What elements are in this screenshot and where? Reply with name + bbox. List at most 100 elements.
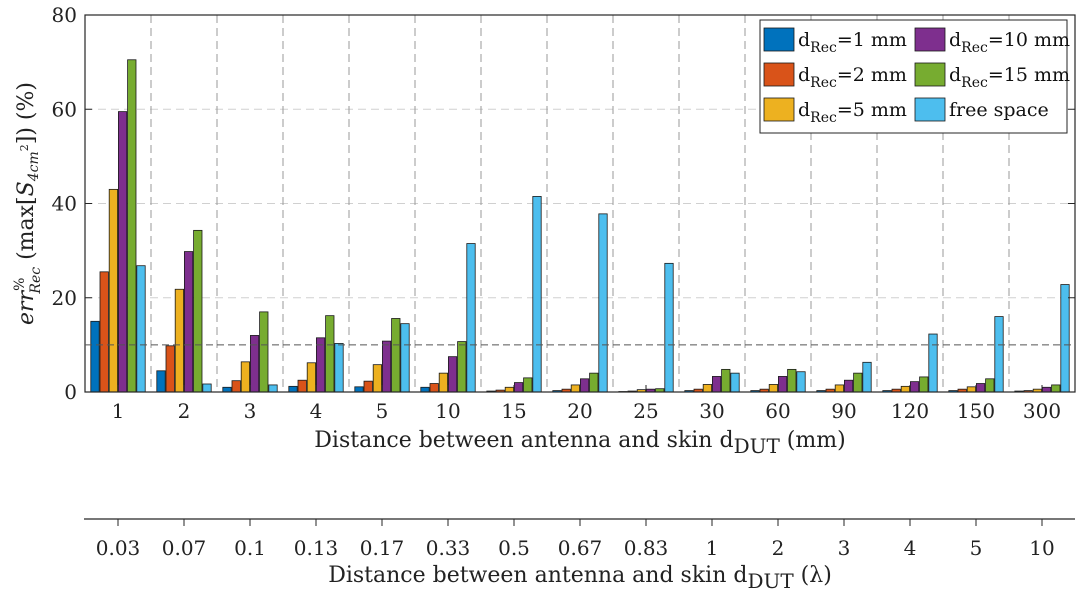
bar bbox=[976, 383, 986, 393]
bar bbox=[174, 288, 184, 393]
y-tick-label: 0 bbox=[64, 380, 77, 404]
x-tick-label: 150 bbox=[957, 399, 995, 423]
bar bbox=[570, 384, 581, 393]
bar bbox=[504, 386, 515, 393]
bar bbox=[165, 345, 175, 393]
bar bbox=[222, 386, 232, 393]
x-axis-label: Distance between antenna and skin dDUT (… bbox=[314, 428, 845, 458]
y-tick-label: 20 bbox=[52, 286, 77, 310]
y-axis-label: err%Rec (max[S4cm2]) (%) bbox=[12, 82, 44, 325]
x2-tick-label: 5 bbox=[970, 536, 983, 560]
y-tick-label: 40 bbox=[52, 192, 77, 216]
bar bbox=[420, 386, 430, 393]
bar bbox=[325, 315, 335, 393]
legend-swatch bbox=[763, 62, 795, 87]
x2-tick-label: 4 bbox=[904, 536, 917, 560]
bar bbox=[768, 384, 779, 393]
x-tick-label: 4 bbox=[310, 399, 323, 423]
bar bbox=[193, 229, 203, 393]
bar bbox=[580, 378, 590, 393]
legend-swatch bbox=[914, 97, 946, 122]
legend-label: dRec=15 mm bbox=[949, 64, 1070, 91]
bar bbox=[796, 371, 806, 393]
y-tick-label: 60 bbox=[52, 97, 77, 121]
bar bbox=[354, 386, 364, 393]
bar bbox=[429, 383, 439, 393]
x2-tick-label: 0.17 bbox=[360, 536, 405, 560]
bar bbox=[1051, 384, 1061, 393]
bar bbox=[598, 213, 608, 393]
x2-tick-label: 0.33 bbox=[426, 536, 471, 560]
bar bbox=[844, 379, 854, 393]
x-tick-label: 25 bbox=[633, 399, 658, 423]
legend-entry: free space bbox=[914, 97, 1049, 122]
bar bbox=[466, 243, 476, 393]
bar bbox=[702, 384, 713, 393]
bar bbox=[315, 337, 326, 393]
x-tick-label: 90 bbox=[831, 399, 856, 423]
bar bbox=[127, 59, 137, 393]
legend-swatch bbox=[763, 27, 795, 52]
bar bbox=[136, 265, 146, 393]
bar bbox=[532, 196, 542, 393]
bar bbox=[919, 376, 929, 393]
legend: dRec=1 mm dRec=2 mm dRec=5 mm dRec=10 mm dRe… bbox=[759, 19, 1070, 134]
bar bbox=[297, 379, 307, 393]
bar bbox=[391, 318, 401, 393]
bar bbox=[1042, 386, 1052, 393]
bar bbox=[334, 343, 344, 393]
legend-label: dRec=2 mm bbox=[798, 64, 907, 91]
x-tick-label: 1 bbox=[112, 399, 125, 423]
bar bbox=[99, 271, 109, 393]
x-tick-label: 20 bbox=[567, 399, 592, 423]
bar bbox=[514, 382, 524, 393]
x2-tick-label: 0.13 bbox=[294, 536, 339, 560]
bar bbox=[900, 385, 911, 393]
x2-tick-label: 10 bbox=[1029, 536, 1054, 560]
legend-entry: dRec=2 mm bbox=[763, 62, 907, 91]
bar bbox=[853, 372, 863, 393]
bar bbox=[862, 361, 872, 393]
bar bbox=[910, 381, 920, 393]
bar bbox=[259, 311, 269, 393]
bar bbox=[372, 364, 383, 393]
bar bbox=[249, 335, 260, 393]
x-tick-label: 120 bbox=[891, 399, 929, 423]
bar bbox=[108, 188, 118, 393]
legend-swatch bbox=[914, 27, 946, 52]
x2-tick-label: 2 bbox=[772, 536, 785, 560]
bar bbox=[664, 262, 674, 393]
bar bbox=[928, 333, 938, 393]
bar bbox=[363, 380, 373, 393]
legend-box bbox=[759, 19, 1068, 134]
bar bbox=[183, 251, 194, 393]
legend-label: dRec=5 mm bbox=[798, 99, 907, 126]
x-axis-ticks: 1 2 3 4 5 10 15 20 25 30 60 90 120 150 300 bbox=[112, 385, 1061, 423]
y-tick-label: 80 bbox=[52, 3, 77, 27]
bar bbox=[589, 372, 599, 393]
bar bbox=[381, 340, 392, 393]
bar bbox=[202, 383, 212, 393]
bar bbox=[994, 316, 1004, 393]
legend-swatch bbox=[763, 97, 795, 122]
y-axis-ticks: 0 20 40 60 80 bbox=[52, 3, 1075, 404]
bar bbox=[730, 372, 740, 393]
bar bbox=[118, 111, 128, 393]
x2-tick-label: 3 bbox=[838, 536, 851, 560]
x2-tick-label: 0.83 bbox=[624, 536, 669, 560]
legend-label: free space bbox=[949, 99, 1049, 121]
bar bbox=[231, 380, 241, 393]
x-tick-label: 2 bbox=[178, 399, 191, 423]
x-tick-label: 15 bbox=[501, 399, 526, 423]
bar bbox=[721, 368, 731, 393]
x2-tick-label: 1 bbox=[706, 536, 719, 560]
bar bbox=[90, 320, 100, 393]
legend-entry: dRec=10 mm bbox=[914, 27, 1070, 56]
bar bbox=[447, 356, 458, 393]
x2-tick-label: 0.1 bbox=[234, 536, 266, 560]
x-tick-label: 3 bbox=[244, 399, 257, 423]
bar bbox=[523, 377, 533, 393]
bar bbox=[457, 341, 467, 393]
x2-tick-label: 0.5 bbox=[498, 536, 530, 560]
